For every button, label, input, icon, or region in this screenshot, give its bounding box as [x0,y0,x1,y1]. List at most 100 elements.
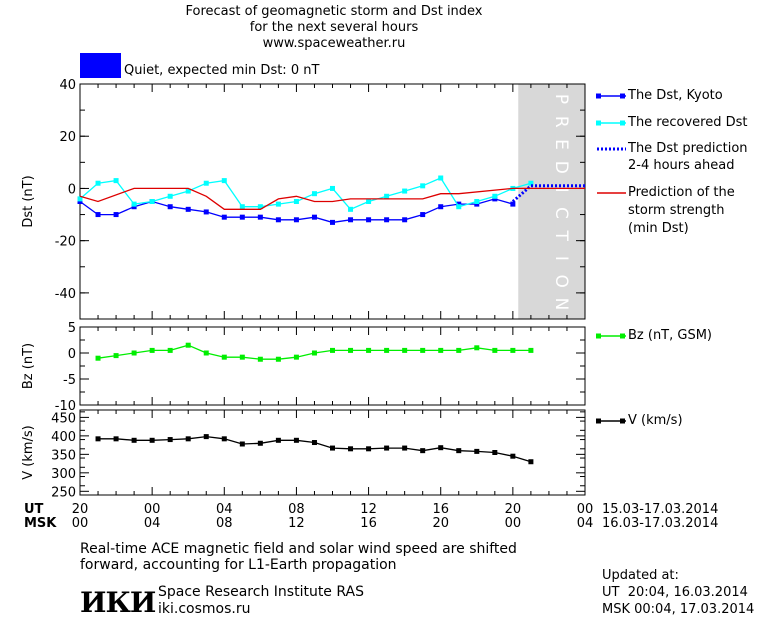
data-point [185,436,191,442]
x-tick-label-ut: 20 [505,502,522,517]
data-point [456,204,462,210]
legend-dst-kyoto: The Dst, Kyoto [628,88,723,103]
legend-recovered-dst: The recovered Dst [628,115,748,130]
legend-marker-point [620,333,625,339]
series-line [511,184,585,203]
data-point [239,441,245,447]
data-point [528,459,534,465]
data-point [528,347,534,353]
data-point [311,350,317,356]
data-point [167,193,173,199]
y-tick-label: 20 [59,130,76,145]
x-tick-label-msk: 04 [577,516,594,531]
data-point [257,214,263,220]
data-point [167,347,173,353]
y-tick-label: -5 [63,373,76,388]
x-tick-label-msk: 12 [288,516,305,531]
data-point [275,437,281,443]
data-point [131,350,137,356]
x-tick-label-ut: 00 [144,502,161,517]
legend-marker-point [620,418,625,424]
legend-marker-point [596,333,601,339]
data-point [239,204,245,210]
data-point [131,201,137,207]
legend-prediction-line1: The Dst prediction [628,141,748,156]
data-point [330,219,335,225]
x-tick-label-ut: 20 [72,502,89,517]
data-point [113,436,119,442]
y-tick-label: -20 [55,235,76,250]
data-point [185,342,191,348]
data-point [492,193,498,199]
data-point [348,217,354,223]
data-point [77,199,83,204]
prediction-zone-letter: I [551,188,571,193]
x-tick-label-msk: 16 [360,516,377,531]
legend-v: V (km/s) [628,413,683,428]
institute-site: iki.cosmos.ru [158,601,251,617]
ut-date-range: 15.03-17.03.2014 [602,502,719,517]
legend-storm-line2: storm strength [628,203,725,218]
series-line [79,187,585,210]
y-tick-label: 400 [51,430,76,445]
data-point [474,345,480,351]
data-point [95,355,101,361]
data-point [330,347,335,353]
data-point [420,212,426,218]
legend-marker-point [596,93,601,99]
y-tick-label: 350 [51,448,76,463]
y-tick-label: 0 [68,347,76,362]
data-point [456,347,462,353]
panel-frame [79,326,586,406]
y-tick-label: 250 [51,485,76,500]
data-point [239,354,245,360]
y-tick-label: 0 [68,182,76,197]
data-point [510,347,516,353]
data-point [167,204,173,210]
data-point [275,217,281,223]
data-point [221,214,227,220]
legend-prediction-line2: 2-4 hours ahead [628,158,735,173]
data-point [510,201,516,207]
msk-date-range: 16.03-17.03.2014 [602,516,719,531]
prediction-zone-letter: P [551,94,571,104]
data-point [528,180,534,186]
msk-axis-label: MSK [24,516,57,531]
data-point [492,347,498,353]
data-point [330,445,335,451]
prediction-zone-letter: T [551,229,571,241]
prediction-zone-letter: O [551,275,571,288]
data-point [185,188,191,194]
prediction-zone-letter: R [551,116,571,128]
legend-marker-point [596,120,601,126]
data-point [311,214,317,220]
prediction-zone-letter: N [551,298,571,311]
data-point [438,204,444,210]
data-point [402,188,408,194]
prediction-zone-letter: C [551,207,571,219]
data-point [456,201,462,207]
data-point [257,440,263,446]
data-point [293,354,299,360]
data-point [402,217,408,223]
data-point [348,446,354,452]
x-tick-label-ut: 08 [288,502,305,517]
y-tick-label: -40 [55,287,76,302]
y-tick-label: 450 [51,411,76,426]
data-point [131,437,137,443]
status-label: Quiet, expected min Dst: 0 nT [124,63,320,78]
chart-title-line1: Forecast of geomagnetic storm and Dst in… [185,4,483,19]
data-point [293,437,299,443]
data-point [402,347,408,353]
data-point [438,445,444,451]
data-point [348,347,354,353]
data-point [492,450,498,455]
y-tick-label: 300 [51,467,76,482]
data-point [113,178,119,184]
y-tick-label: 40 [59,78,76,93]
legend-storm-line3: (min Dst) [628,221,689,236]
data-point [402,445,408,451]
data-point [474,199,480,204]
data-point [438,175,444,181]
data-point [474,201,480,207]
